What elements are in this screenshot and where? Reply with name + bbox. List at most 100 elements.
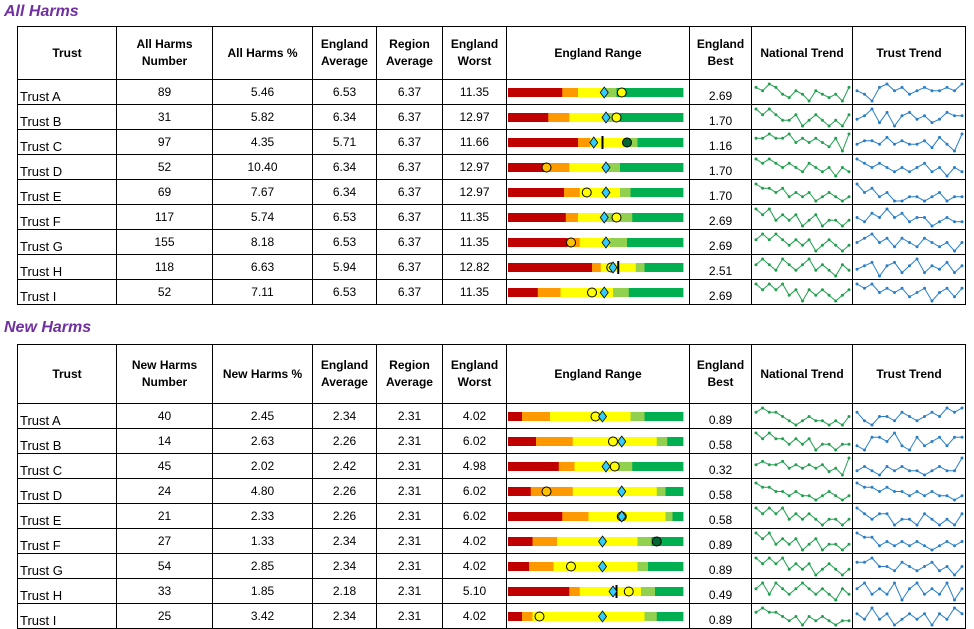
national-trend-point bbox=[827, 124, 831, 127]
national-trend-point bbox=[787, 493, 791, 497]
england-range-cell bbox=[506, 104, 690, 130]
national-trend-point bbox=[840, 442, 844, 446]
england-average-diamond bbox=[608, 584, 618, 598]
range-band bbox=[635, 262, 645, 272]
england-best-cell: 2.69 bbox=[689, 229, 752, 255]
national-trend-point bbox=[767, 610, 771, 614]
table-row: Trust B 14 2.63 2.26 2.31 6.02 0.58 bbox=[17, 428, 966, 454]
trust-trend-point bbox=[900, 489, 904, 493]
national-trend-point bbox=[801, 224, 804, 227]
national-trend-point bbox=[834, 448, 838, 451]
trust-trend-point bbox=[953, 543, 956, 547]
national-trend-point bbox=[761, 436, 765, 440]
trust-trend-cell bbox=[852, 403, 966, 429]
england-worst-cell: 6.02 bbox=[442, 428, 507, 454]
national-trend-point bbox=[801, 169, 804, 173]
national-trend-point bbox=[814, 112, 818, 116]
national-trend-point bbox=[781, 536, 785, 540]
national-trend-point bbox=[767, 207, 771, 210]
percent-cell: 1.85 bbox=[212, 578, 313, 604]
national-trend-point bbox=[840, 199, 844, 202]
national-trend-point bbox=[754, 610, 758, 614]
range-band bbox=[508, 87, 563, 97]
national-trend-point bbox=[834, 299, 838, 302]
national-trend-point bbox=[774, 112, 778, 116]
range-band bbox=[557, 536, 638, 546]
region-average-cell: 2.31 bbox=[376, 603, 443, 629]
national-trend-point bbox=[787, 161, 791, 165]
range-band bbox=[620, 162, 684, 172]
england-range-cell bbox=[506, 204, 690, 230]
national-trend-point bbox=[767, 431, 771, 434]
national-trend-point bbox=[787, 243, 791, 247]
col-header-percent: New Harms % bbox=[212, 344, 313, 404]
england-average-cell: 2.26 bbox=[312, 478, 377, 504]
england-worst-cell: 12.97 bbox=[442, 179, 507, 205]
region-average-cell: 2.31 bbox=[376, 553, 443, 579]
national-trend-point bbox=[827, 218, 831, 222]
trust-trend-point bbox=[855, 240, 859, 244]
national-trend-point bbox=[794, 165, 798, 169]
trust-trend-sparkline bbox=[855, 132, 964, 152]
national-trend-point bbox=[801, 581, 804, 584]
england-range-cell bbox=[506, 428, 690, 454]
national-trend-point bbox=[840, 586, 844, 590]
national-trend-point bbox=[801, 124, 804, 127]
trust-trend-point bbox=[870, 138, 874, 142]
col-header-england-best: England Best bbox=[689, 26, 752, 80]
national-trend-point bbox=[781, 237, 785, 241]
national-trend-cell bbox=[751, 478, 853, 504]
england-average-diamond bbox=[598, 534, 607, 548]
trust-trend-point bbox=[878, 543, 881, 547]
trust-trend-point bbox=[923, 443, 926, 447]
range-band bbox=[620, 112, 684, 122]
national-trend-cell bbox=[751, 603, 853, 629]
col-header-england-worst: England Worst bbox=[442, 26, 507, 80]
trust-trend-point bbox=[915, 617, 919, 621]
national-trend-cell bbox=[751, 179, 853, 205]
national-trend-point bbox=[794, 489, 798, 493]
national-trend-point bbox=[774, 161, 778, 165]
trust-trend-point bbox=[930, 224, 934, 227]
trust-trend-point bbox=[878, 194, 881, 198]
range-band bbox=[578, 87, 605, 97]
national-trend-point bbox=[820, 169, 824, 173]
national-trend-point bbox=[847, 85, 851, 89]
trust-trend-point bbox=[945, 85, 949, 89]
trust-trend-point bbox=[893, 489, 896, 493]
percent-cell: 4.80 bbox=[212, 478, 313, 504]
england-best-cell: 2.69 bbox=[689, 79, 752, 105]
trust-trend-point bbox=[900, 560, 904, 564]
trust-trend-point bbox=[945, 215, 949, 219]
trust-trend-point bbox=[930, 120, 934, 124]
national-trend-point bbox=[807, 99, 811, 102]
trust-trend-point bbox=[923, 85, 926, 89]
range-band bbox=[630, 187, 684, 197]
trust-name-cell: Trust E bbox=[17, 179, 117, 205]
region-average-cell: 2.31 bbox=[376, 428, 443, 454]
trust-trend-point bbox=[923, 236, 926, 240]
trust-trend-point bbox=[885, 207, 889, 210]
range-band bbox=[604, 87, 617, 97]
trust-trend-point bbox=[938, 568, 941, 572]
table-header-row: Trust New Harms Number New Harms % Engla… bbox=[17, 344, 966, 404]
percent-cell: 7.67 bbox=[212, 179, 313, 205]
percent-cell: 1.33 bbox=[212, 528, 313, 554]
national-trend-point bbox=[787, 132, 791, 135]
trust-trend-point bbox=[953, 165, 956, 169]
national-trend-point bbox=[834, 517, 838, 521]
section-title-new-harms: New Harms bbox=[4, 319, 92, 336]
trust-trend-point bbox=[893, 244, 896, 248]
england-best-cell: 1.70 bbox=[689, 179, 752, 205]
range-band bbox=[665, 511, 673, 521]
range-band bbox=[630, 411, 645, 421]
range-band bbox=[508, 237, 568, 247]
percent-cell: 2.33 bbox=[212, 503, 313, 529]
national-trend-point bbox=[767, 592, 771, 596]
trust-trend-point bbox=[855, 586, 859, 590]
trust-trend-sparkline bbox=[855, 606, 964, 626]
national-trend-point bbox=[781, 165, 785, 169]
england-average-diamond bbox=[617, 484, 627, 498]
national-trend-point bbox=[834, 92, 838, 96]
region-average-cell: 6.37 bbox=[376, 204, 443, 230]
